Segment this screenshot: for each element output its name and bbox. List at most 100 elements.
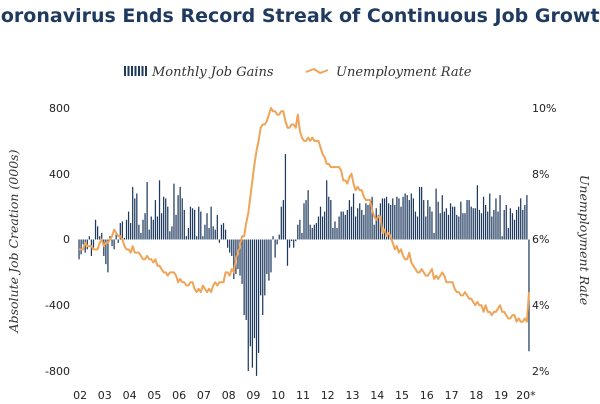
x-tick-label: 20* — [516, 389, 536, 402]
job-gain-bar — [359, 203, 361, 240]
job-gain-bar — [361, 209, 363, 240]
job-gain-bar — [171, 226, 173, 240]
x-tick-label: 18 — [469, 389, 483, 402]
job-gain-bar — [326, 180, 328, 240]
job-gain-bar — [111, 239, 113, 247]
job-gain-bar — [105, 239, 107, 265]
job-gain-bar — [418, 186, 421, 240]
job-gain-bar — [515, 209, 518, 240]
job-gain-bar — [253, 239, 256, 339]
job-gain-bar — [385, 196, 388, 240]
x-tick-label: 03 — [98, 389, 112, 402]
job-gain-bar — [241, 239, 243, 284]
job-gain-bar — [328, 196, 330, 240]
x-tick-label: 11 — [296, 389, 310, 402]
job-gain-bar — [293, 239, 295, 248]
job-gain-bar — [346, 209, 348, 240]
x-tick-label: 12 — [321, 389, 335, 402]
job-gain-bar — [367, 204, 369, 240]
y-tick-right: 10% — [532, 102, 556, 115]
job-gain-bar — [146, 181, 148, 240]
job-gain-bar — [462, 213, 464, 240]
job-gain-bar — [92, 239, 95, 248]
job-gain-bar — [431, 211, 433, 240]
x-tick-label: 14 — [370, 389, 384, 402]
job-gain-bar — [501, 236, 503, 240]
job-gain-bar — [433, 232, 435, 240]
job-gain-bar — [383, 198, 386, 240]
job-gain-bar — [210, 206, 212, 240]
job-gain-bar — [317, 216, 320, 240]
job-gain-bar — [321, 216, 324, 240]
x-axis: 02 03 04 05 06 07 08 09 10 11 12 13 14 15 16 17 18 19 20* — [73, 389, 536, 402]
job-gain-bar — [301, 232, 303, 240]
job-gain-bar — [474, 208, 476, 240]
line-series-unemployment — [79, 107, 530, 323]
job-gain-bar — [357, 208, 359, 240]
job-gain-bar — [447, 214, 450, 240]
legend-label-job-gains: Monthly Job Gains — [151, 65, 274, 80]
job-gain-bar — [264, 239, 266, 296]
job-gain-bar — [274, 239, 276, 258]
job-gain-bar — [181, 198, 183, 240]
job-gain-bar — [270, 239, 272, 273]
job-gain-bar — [138, 224, 140, 240]
job-gain-bar — [115, 234, 117, 240]
job-gain-bar — [185, 236, 187, 240]
job-gain-bar — [101, 232, 103, 240]
job-gain-bar — [489, 193, 491, 240]
job-gain-bar — [224, 229, 227, 240]
job-gain-bar — [365, 203, 367, 240]
job-gain-bar — [229, 239, 231, 253]
job-gain-bar — [509, 208, 512, 240]
chart-title: Coronavirus Ends Record Streak of Contin… — [0, 5, 600, 27]
job-gain-bar — [400, 206, 402, 240]
job-gain-bar — [255, 239, 258, 376]
job-gain-bar — [414, 211, 417, 240]
x-tick-label: 04 — [123, 389, 137, 402]
job-gain-bar — [439, 213, 441, 240]
job-gain-bar — [177, 195, 179, 240]
job-gain-bar — [239, 239, 241, 276]
job-gain-bar — [435, 188, 437, 240]
job-gain-bar — [315, 223, 317, 240]
job-gain-bar — [175, 214, 177, 240]
job-gain-bar — [278, 234, 280, 240]
job-gain-bar — [503, 209, 505, 240]
job-gain-bar — [156, 216, 159, 240]
job-gain-bar — [437, 201, 439, 240]
job-gain-bar — [200, 211, 202, 240]
job-gain-bar — [396, 196, 398, 240]
job-gain-bar — [338, 216, 340, 240]
job-gain-bar — [107, 239, 109, 273]
job-gain-bar — [334, 221, 336, 240]
job-gain-bar — [429, 206, 431, 240]
job-gain-bar — [99, 236, 101, 240]
job-gain-bar — [299, 219, 301, 240]
job-gain-bar — [212, 226, 214, 240]
job-gain-bar — [140, 232, 142, 240]
job-gain-bar — [425, 216, 427, 240]
y-tick-left: 800 — [49, 102, 70, 115]
job-gain-bar — [485, 204, 487, 240]
job-gain-bar — [466, 200, 468, 240]
job-gain-bar — [82, 239, 84, 245]
job-gain-bar — [352, 193, 355, 240]
x-tick-label: 07 — [197, 389, 211, 402]
job-gain-bar — [491, 216, 493, 240]
job-gain-bar — [524, 204, 526, 240]
job-gain-bar — [167, 206, 169, 240]
job-gain-bar — [284, 154, 287, 240]
job-gain-bar — [222, 223, 225, 240]
job-gain-bar — [470, 206, 472, 240]
job-gain-bar — [295, 239, 297, 242]
job-gain-bar — [142, 219, 144, 240]
job-gain-bar — [398, 198, 400, 240]
job-gain-bar — [179, 186, 181, 240]
job-gain-bar — [127, 211, 130, 240]
job-gain-bar — [344, 214, 346, 240]
job-gain-bar — [350, 206, 353, 240]
job-gain-bar — [282, 200, 284, 240]
job-gain-bar — [390, 204, 392, 240]
